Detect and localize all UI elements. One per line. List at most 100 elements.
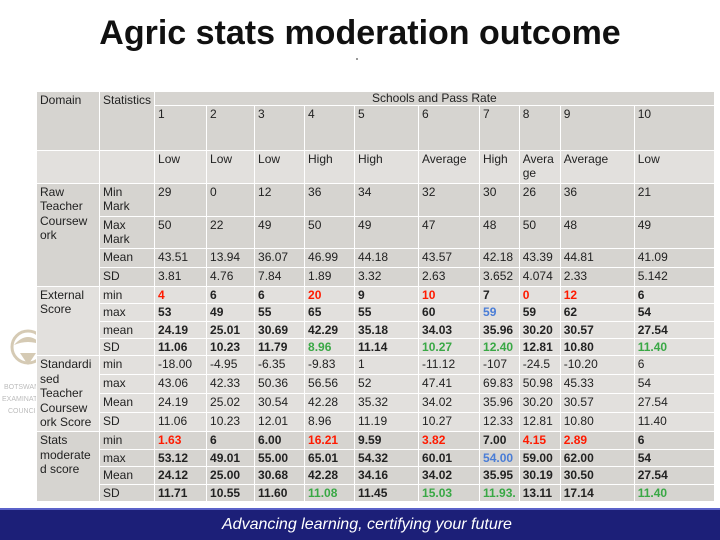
stat-value: 16.21: [304, 431, 356, 450]
stat-value: 44.18: [354, 247, 420, 268]
stat-value: 21: [633, 183, 715, 217]
stat-label: max: [98, 448, 156, 468]
stat-value: 42.29: [304, 320, 356, 340]
stat-value: 11.06: [154, 338, 208, 357]
stat-value: 60: [418, 303, 481, 322]
stat-value: -107: [479, 355, 520, 376]
domain-blank: [36, 150, 100, 184]
stat-value: 54.00: [479, 448, 520, 468]
school-number: 2: [206, 105, 256, 151]
domain-moderated: Stats moderate d score: [36, 431, 100, 503]
stat-value: 10: [418, 285, 481, 305]
stat-value: 12.33: [479, 412, 520, 433]
stat-value: 35.18: [354, 320, 420, 340]
stat-label: Min Mark: [98, 183, 156, 217]
stat-label: SD: [98, 483, 156, 503]
stat-value: 9.59: [354, 431, 420, 450]
stat-value: 30.54: [254, 393, 306, 414]
stat-value: 30.57: [559, 320, 635, 340]
stat-value: 10.27: [418, 412, 481, 433]
stat-value: 47: [418, 216, 481, 249]
stat-value: 22: [206, 216, 256, 249]
stat-value: 35.96: [479, 320, 520, 340]
stat-value: 49.01: [206, 448, 256, 468]
stat-label: mean: [98, 320, 156, 340]
stat-value: 27.54: [633, 466, 715, 485]
stat-value: 49: [633, 216, 715, 249]
stat-value: 54.32: [354, 448, 420, 468]
stat-value: 10.23: [206, 338, 256, 357]
watermark-text-2: EXAMINATIONS: [2, 396, 55, 403]
stat-value: 6.00: [254, 431, 306, 450]
pass-rate: Low: [254, 150, 306, 184]
stat-value: 43.06: [154, 374, 208, 395]
stat-label: SD: [98, 266, 156, 287]
stat-value: 36: [304, 183, 356, 217]
stat-value: 50.36: [254, 374, 306, 395]
stat-value: 27.54: [633, 320, 715, 340]
stat-label: Mean: [98, 247, 156, 268]
stat-value: 34.03: [418, 320, 481, 340]
header-statistics: Statistics: [98, 91, 156, 151]
school-number: 10: [633, 105, 715, 151]
stat-value: 34.02: [418, 393, 481, 414]
stat-value: 2.89: [559, 431, 635, 450]
stat-value: -9.83: [304, 355, 356, 376]
stat-value: 4.15: [518, 431, 561, 450]
stat-label: max: [98, 374, 156, 395]
stat-value: 30: [479, 183, 520, 217]
stat-value: 15.03: [418, 483, 481, 503]
stat-value: 49: [206, 303, 256, 322]
stat-value: 43.57: [418, 247, 481, 268]
stat-value: 45.33: [559, 374, 635, 395]
stat-value: 6: [206, 431, 256, 450]
stat-value: 25.01: [206, 320, 256, 340]
statistics-blank: [98, 150, 156, 184]
domain-external: External Score: [36, 285, 100, 357]
stat-value: 6: [633, 355, 715, 376]
stat-value: 3.652: [479, 266, 520, 287]
stat-value: 13.11: [518, 483, 561, 503]
stat-value: 34: [354, 183, 420, 217]
stat-value: 10.27: [418, 338, 481, 357]
page-title: Agric stats moderation outcome: [99, 14, 621, 52]
stat-value: 54: [633, 448, 715, 468]
footer-bar: Advancing learning, certifying your futu…: [0, 508, 720, 540]
stat-value: 35.96: [479, 393, 520, 414]
stat-value: 3.82: [418, 431, 481, 450]
pass-rate: High: [304, 150, 356, 184]
stat-value: 30.20: [518, 393, 561, 414]
footer-top-line: [0, 508, 720, 510]
school-number: 8: [518, 105, 561, 151]
stat-value: 5.142: [633, 266, 715, 287]
stat-value: 11.40: [633, 412, 715, 433]
stat-value: 9: [354, 285, 420, 305]
stat-value: 24.19: [154, 320, 208, 340]
stat-value: 43.39: [518, 247, 561, 268]
stat-value: 60.01: [418, 448, 481, 468]
stat-value: -6.35: [254, 355, 306, 376]
stat-value: 11.19: [354, 412, 420, 433]
stat-value: 30.50: [559, 466, 635, 485]
stat-label: max: [98, 303, 156, 322]
stat-value: -24.5: [518, 355, 561, 376]
pass-rate: Low: [206, 150, 256, 184]
stat-value: 25.02: [206, 393, 256, 414]
stat-value: 11.60: [254, 483, 306, 503]
stat-value: 30.69: [254, 320, 306, 340]
stat-value: 36: [559, 183, 635, 217]
stat-value: 26: [518, 183, 561, 217]
stat-value: 30.20: [518, 320, 561, 340]
stat-value: 4.76: [206, 266, 256, 287]
stat-value: 12: [254, 183, 306, 217]
stat-value: 24.19: [154, 393, 208, 414]
stat-value: 13.94: [206, 247, 256, 268]
pass-rate: High: [479, 150, 520, 184]
stat-value: 44.81: [559, 247, 635, 268]
watermark-text-1: BOTSWANA: [4, 384, 44, 391]
pass-rate: Avera ge: [518, 150, 561, 184]
stat-value: 11.40: [633, 338, 715, 357]
stat-value: 7: [479, 285, 520, 305]
stat-value: 62: [559, 303, 635, 322]
school-number: 1: [154, 105, 208, 151]
